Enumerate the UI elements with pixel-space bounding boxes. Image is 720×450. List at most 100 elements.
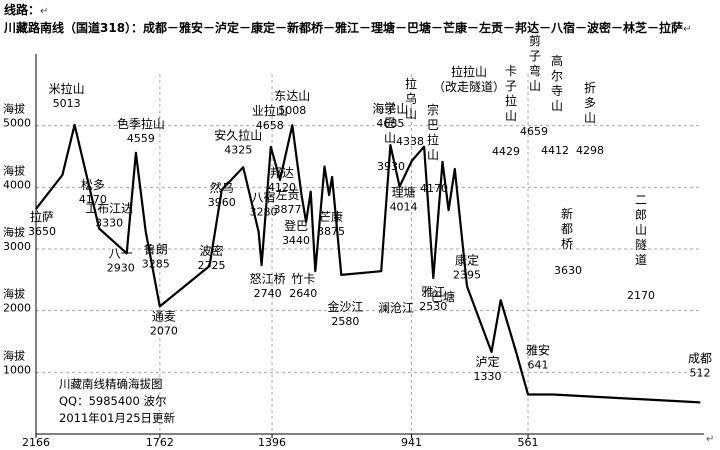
point-label: 剪 [529,33,541,48]
x-tick-label: 561 [518,436,539,449]
newline-mark: ↵ [40,6,49,17]
elevation-point [159,305,161,307]
point-value: 2530 [419,300,447,313]
point-label: 山 [551,99,563,113]
point-label: 松多 [81,178,105,192]
point-label: 巴 [427,118,439,132]
point-label: 山 [635,223,647,237]
elevation-point [305,221,307,223]
elevation-point [331,176,333,178]
point-label: 雅安 [526,342,550,357]
point-value: 3877 [273,203,301,216]
point-label: 山 [505,109,517,123]
elevation-point [500,299,502,301]
point-label: 成都 [688,351,712,365]
point-label: 泸定 [476,354,500,369]
point-label: 觉 [384,101,396,115]
point-label: 业拉山 [252,103,288,118]
point-label: 乌 [405,91,417,106]
point-value: 3280 [250,206,278,219]
elevation-point [35,208,37,210]
point-value: 3330 [95,217,123,230]
point-label: 郎 [635,208,647,222]
elevation-point [490,351,493,353]
point-label: 多 [584,96,596,110]
point-label: 新 [561,206,573,221]
point-value: 3440 [282,234,310,247]
y-tick-label: 2000 [3,302,31,315]
y-tick-label-prefix: 海拔 [3,287,25,301]
point-label: 拉 [505,93,517,108]
elevation-point [328,194,330,196]
point-label: 怒江桥 [250,271,286,286]
chart-title: 川藏南线精确海拔图 [59,377,163,391]
y-tick-label-prefix: 海拔 [3,348,25,362]
point-value: 512 [690,366,711,379]
grid-layer [36,74,700,434]
elevation-point [466,285,468,287]
point-value: 2930 [107,261,135,274]
watermark-contact: QQ：5985400 波尔 [59,394,167,408]
y-tick-label: 3000 [3,240,31,253]
point-value: 4014 [390,200,418,213]
elevation-point [135,152,137,154]
point-value: 3960 [208,196,236,209]
elevation-point [242,166,244,168]
x-tick-label: 2166 [22,436,50,449]
elevation-point [340,274,342,276]
newline-mark: ↵ [706,434,715,445]
point-value: 4429 [492,145,520,158]
series-layer [35,123,701,404]
point-label: 澜沧江 [378,300,414,315]
point-label: 山 [405,107,417,121]
elevation-point [291,124,293,126]
point-value: 2580 [331,315,359,328]
x-tick-label: 1762 [146,436,174,449]
elevation-point [310,191,312,193]
elevation-point [221,189,223,191]
elevation-point [270,146,272,148]
point-label: 宗 [427,102,439,117]
elevation-point [257,231,260,233]
point-label: 八一 [109,246,133,260]
point-label: 芒康 [319,209,343,224]
point-label: 都 [561,222,573,236]
point-label: 工布江达 [85,202,133,216]
point-label: 山 [529,79,541,93]
newline-mark: ↵ [683,24,692,35]
point-label: 巴塘 [431,289,455,304]
annotation-layer: 米拉山5013拉萨3650松多4170工布江达3330八一2930色季拉山455… [28,33,712,383]
point-value: 4170 [420,182,448,195]
elevation-point [74,124,76,126]
point-label: 安久拉山 [214,127,262,142]
point-label: 米拉山 [49,81,85,96]
point-value: 4559 [127,132,155,145]
elevation-point [145,230,147,233]
point-label: 康定 [455,252,479,267]
point-label: 鲁朗 [144,242,168,256]
point-label: 登巴 [284,218,308,233]
point-value: 3650 [28,225,56,238]
elevation-point [448,209,450,211]
elevation-point [98,228,100,230]
point-value: 4170 [79,193,107,206]
point-label: 巴 [384,116,396,130]
y-tick-label-prefix: 海拔 [3,102,25,116]
elevation-point [261,264,263,266]
point-value: 3630 [554,264,582,277]
point-label: 拉拉山 [451,64,487,79]
point-label: 弯 [529,63,541,78]
point-value: 5008 [278,104,306,117]
point-label: 海子山 [372,101,408,116]
y-tick-label: 5000 [3,117,31,130]
elevation-point [699,401,701,404]
route-header-label: 线路：↵ [4,1,48,18]
elevation-point [515,351,517,353]
elevation-line [35,123,701,404]
point-value: 2070 [150,324,178,337]
point-label: 山 [384,131,396,145]
point-label: 折 [584,80,596,95]
point-label: 理塘 [392,184,416,199]
point-label: 金沙江 [327,299,363,314]
